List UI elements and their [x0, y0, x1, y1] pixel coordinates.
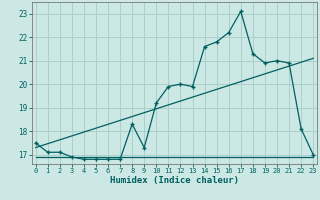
X-axis label: Humidex (Indice chaleur): Humidex (Indice chaleur)	[110, 176, 239, 185]
